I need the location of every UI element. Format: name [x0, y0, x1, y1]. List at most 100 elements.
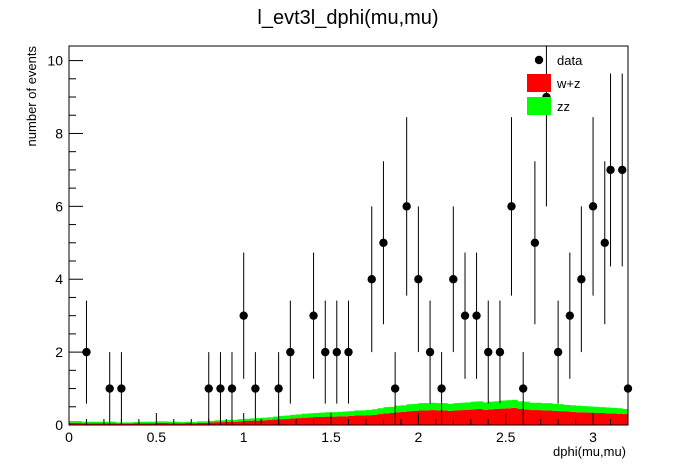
bar-wz-52	[371, 414, 379, 425]
bar-wz-44	[325, 416, 332, 425]
bar-wz-4	[92, 423, 99, 425]
bar-zz-59	[412, 403, 419, 411]
bar-zz-4	[92, 421, 99, 424]
bar-wz-50	[360, 415, 367, 425]
bar-wz-21	[191, 423, 198, 425]
bar-zz-84	[558, 404, 565, 412]
bar-wz-39	[296, 418, 303, 425]
bar-wz-8	[115, 423, 122, 425]
y-axis: 0 2 4 6 8 10	[47, 53, 83, 433]
bar-zz-88	[581, 406, 588, 413]
bar-zz-49	[354, 410, 361, 416]
x-tick-label-6: 3	[589, 429, 597, 445]
bar-zz-70	[476, 401, 483, 409]
bar-wz-63	[435, 410, 443, 425]
bar-wz-74	[499, 408, 507, 425]
bar-wz-42	[313, 416, 320, 425]
bar-wz-81	[540, 410, 547, 425]
bar-wz-38	[290, 418, 297, 425]
bar-zz-34	[266, 417, 274, 420]
bar-wz-90	[593, 412, 600, 425]
data-point-27	[518, 384, 528, 393]
bar-zz-9	[121, 422, 128, 424]
data-point-23	[472, 311, 481, 320]
bar-wz-56	[395, 412, 402, 425]
bar-wz-16	[162, 422, 169, 425]
bar-zz-24	[208, 420, 215, 423]
data-point-12	[332, 347, 341, 357]
bar-zz-7	[109, 421, 116, 424]
bar-wz-61	[424, 410, 431, 425]
x-tick-label-5: 2.5	[496, 429, 516, 445]
bar-zz-22	[197, 421, 204, 423]
bar-zz-75	[505, 400, 512, 409]
bar-wz-47	[342, 416, 349, 425]
bar-zz-68	[464, 402, 472, 410]
bar-wz-72	[488, 409, 495, 425]
bar-wz-54	[383, 413, 390, 425]
bar-wz-62	[430, 410, 437, 425]
data-point-24	[484, 347, 493, 357]
bar-zz-87	[575, 405, 582, 413]
bar-wz-11	[133, 423, 140, 425]
bar-zz-19	[179, 422, 186, 424]
bar-zz-37	[284, 415, 291, 419]
bar-wz-45	[331, 416, 338, 425]
bar-zz-46	[336, 411, 344, 417]
bar-zz-94	[616, 408, 623, 414]
bar-zz-3	[86, 421, 93, 424]
bar-wz-82	[546, 410, 553, 425]
data-point-3	[204, 384, 213, 393]
bar-zz-33	[261, 417, 268, 421]
bar-zz-92	[604, 407, 611, 414]
bar-wz-76	[511, 407, 518, 425]
bar-wz-0	[69, 422, 76, 425]
data-point-26	[507, 202, 516, 211]
bar-wz-25	[214, 422, 221, 425]
bar-zz-74	[499, 400, 507, 409]
bar-wz-84	[558, 411, 565, 425]
data-point-9	[286, 347, 295, 357]
bar-wz-36	[278, 419, 285, 425]
bar-wz-27	[226, 421, 233, 425]
x-tick-label-2: 1	[240, 429, 248, 445]
bar-wz-7	[109, 423, 116, 425]
bar-wz-14	[150, 423, 157, 425]
bar-wz-91	[598, 412, 606, 425]
bar-zz-95	[622, 408, 629, 415]
bar-wz-93	[610, 413, 617, 425]
bar-wz-55	[389, 412, 396, 425]
bar-zz-6	[103, 421, 111, 424]
bar-zz-47	[342, 411, 349, 417]
bar-zz-65	[447, 403, 454, 411]
bar-wz-19	[179, 423, 186, 425]
bar-zz-50	[360, 410, 367, 416]
bar-wz-83	[552, 410, 559, 425]
bar-zz-55	[389, 406, 396, 413]
bar-zz-21	[191, 422, 198, 424]
bar-zz-80	[534, 402, 542, 411]
x-tick-label-3: 1.5	[321, 429, 341, 445]
bar-zz-38	[290, 414, 297, 419]
data-point-31	[565, 311, 575, 320]
bar-wz-53	[377, 414, 384, 425]
bar-wz-17	[167, 423, 175, 425]
bar-zz-0	[69, 420, 76, 423]
bar-wz-66	[453, 410, 460, 425]
data-point-28	[530, 238, 540, 247]
bar-wz-71	[482, 409, 489, 425]
bar-wz-26	[220, 422, 227, 425]
bar-zz-73	[494, 401, 501, 409]
bar-zz-72	[488, 401, 495, 410]
bar-zz-79	[529, 402, 536, 411]
data-point-18	[414, 275, 423, 284]
stacked-bars	[69, 399, 629, 425]
bar-wz-6	[103, 423, 111, 425]
bar-wz-89	[587, 412, 594, 425]
bar-wz-40	[301, 417, 309, 425]
legend-label-0: data	[557, 53, 583, 68]
bar-zz-52	[371, 409, 379, 415]
bar-wz-94	[616, 413, 623, 425]
bar-wz-33	[261, 420, 268, 425]
